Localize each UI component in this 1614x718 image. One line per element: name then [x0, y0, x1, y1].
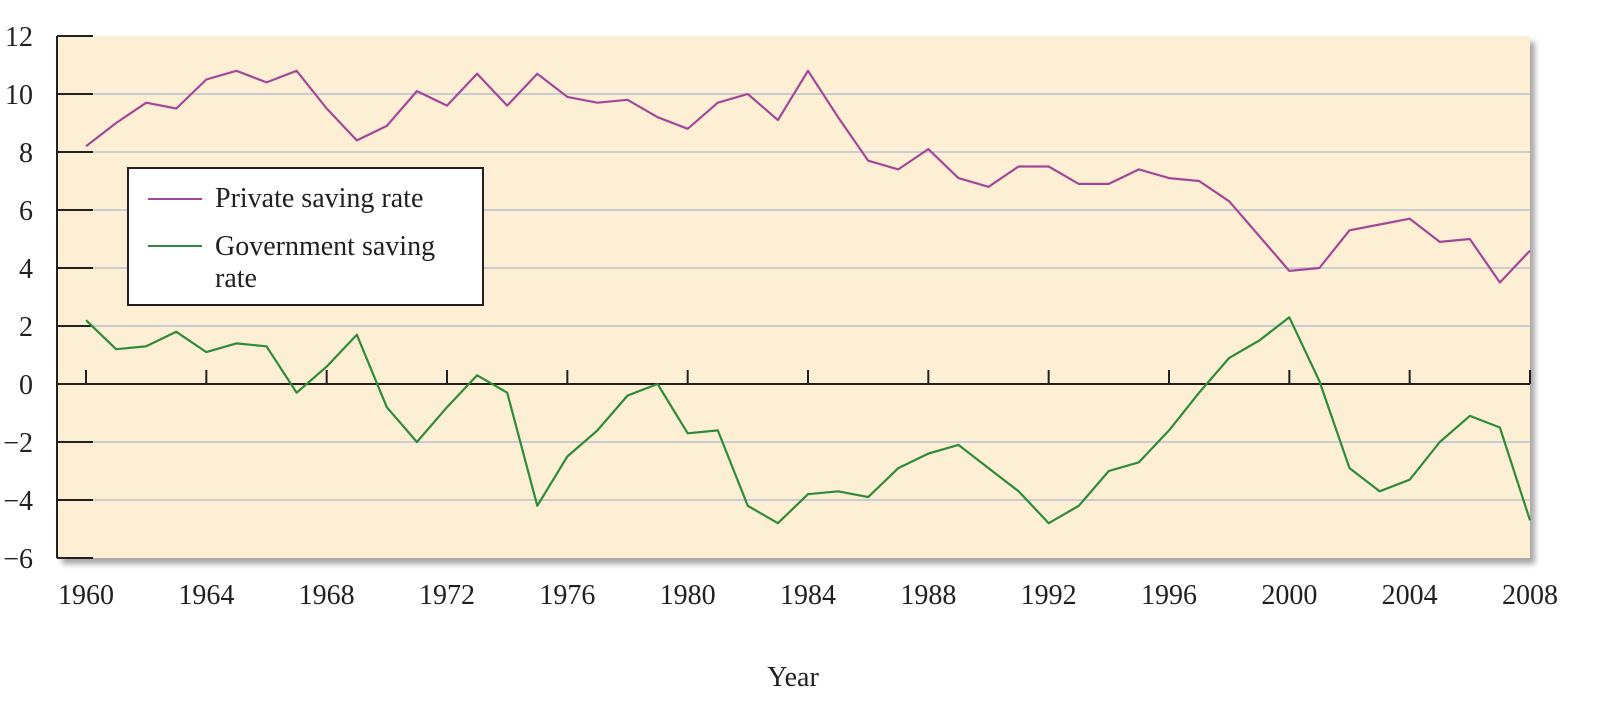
legend-label-government-cont: rate	[215, 263, 257, 294]
x-tick-label: 1968	[299, 580, 355, 611]
legend-label-private: Private saving rate	[215, 183, 423, 214]
x-tick-label: 2008	[1502, 580, 1558, 611]
x-axis-label: Year	[767, 662, 819, 693]
y-tick-label: −2	[3, 428, 33, 459]
y-tick-label: 12	[5, 22, 33, 53]
x-tick-label: 2000	[1261, 580, 1317, 611]
y-tick-label: 8	[19, 138, 33, 169]
series-lines	[85, 69, 1532, 525]
x-tick-label: 1992	[1021, 580, 1077, 611]
axes	[56, 35, 1531, 559]
y-tick-label: −6	[3, 544, 33, 575]
y-tick-label: 10	[5, 80, 33, 111]
series-line-government	[85, 316, 1532, 525]
legend-label-government: Government saving	[215, 231, 435, 262]
x-tick-label: 1976	[539, 580, 595, 611]
x-tick-label: 1988	[900, 580, 956, 611]
y-tick-label: 6	[19, 196, 33, 227]
y-tick-label: 2	[19, 312, 33, 343]
x-tick-labels: 1960 1964 1968 1972 1976 1980 1984 1988 1992 1996…	[58, 580, 1558, 611]
y-tick-labels: −6 −4 −2 0 2 4 6 8 10 12	[3, 22, 33, 575]
legend-box	[127, 167, 484, 306]
x-tick-label: 1972	[419, 580, 475, 611]
legend: Private saving rate Government saving ra…	[127, 167, 484, 306]
x-tick-label: 1984	[780, 580, 836, 611]
x-tick-label: 1996	[1141, 580, 1197, 611]
x-tick-label: 1980	[660, 580, 716, 611]
x-tick-label: 1960	[58, 580, 114, 611]
series-line-private	[85, 69, 1531, 284]
y-tick-label: −4	[3, 486, 33, 517]
x-tick-label: 2004	[1382, 580, 1438, 611]
y-tick-label: 4	[19, 254, 33, 285]
y-tick-label: 0	[19, 370, 33, 401]
x-tick-label: 1964	[178, 580, 234, 611]
